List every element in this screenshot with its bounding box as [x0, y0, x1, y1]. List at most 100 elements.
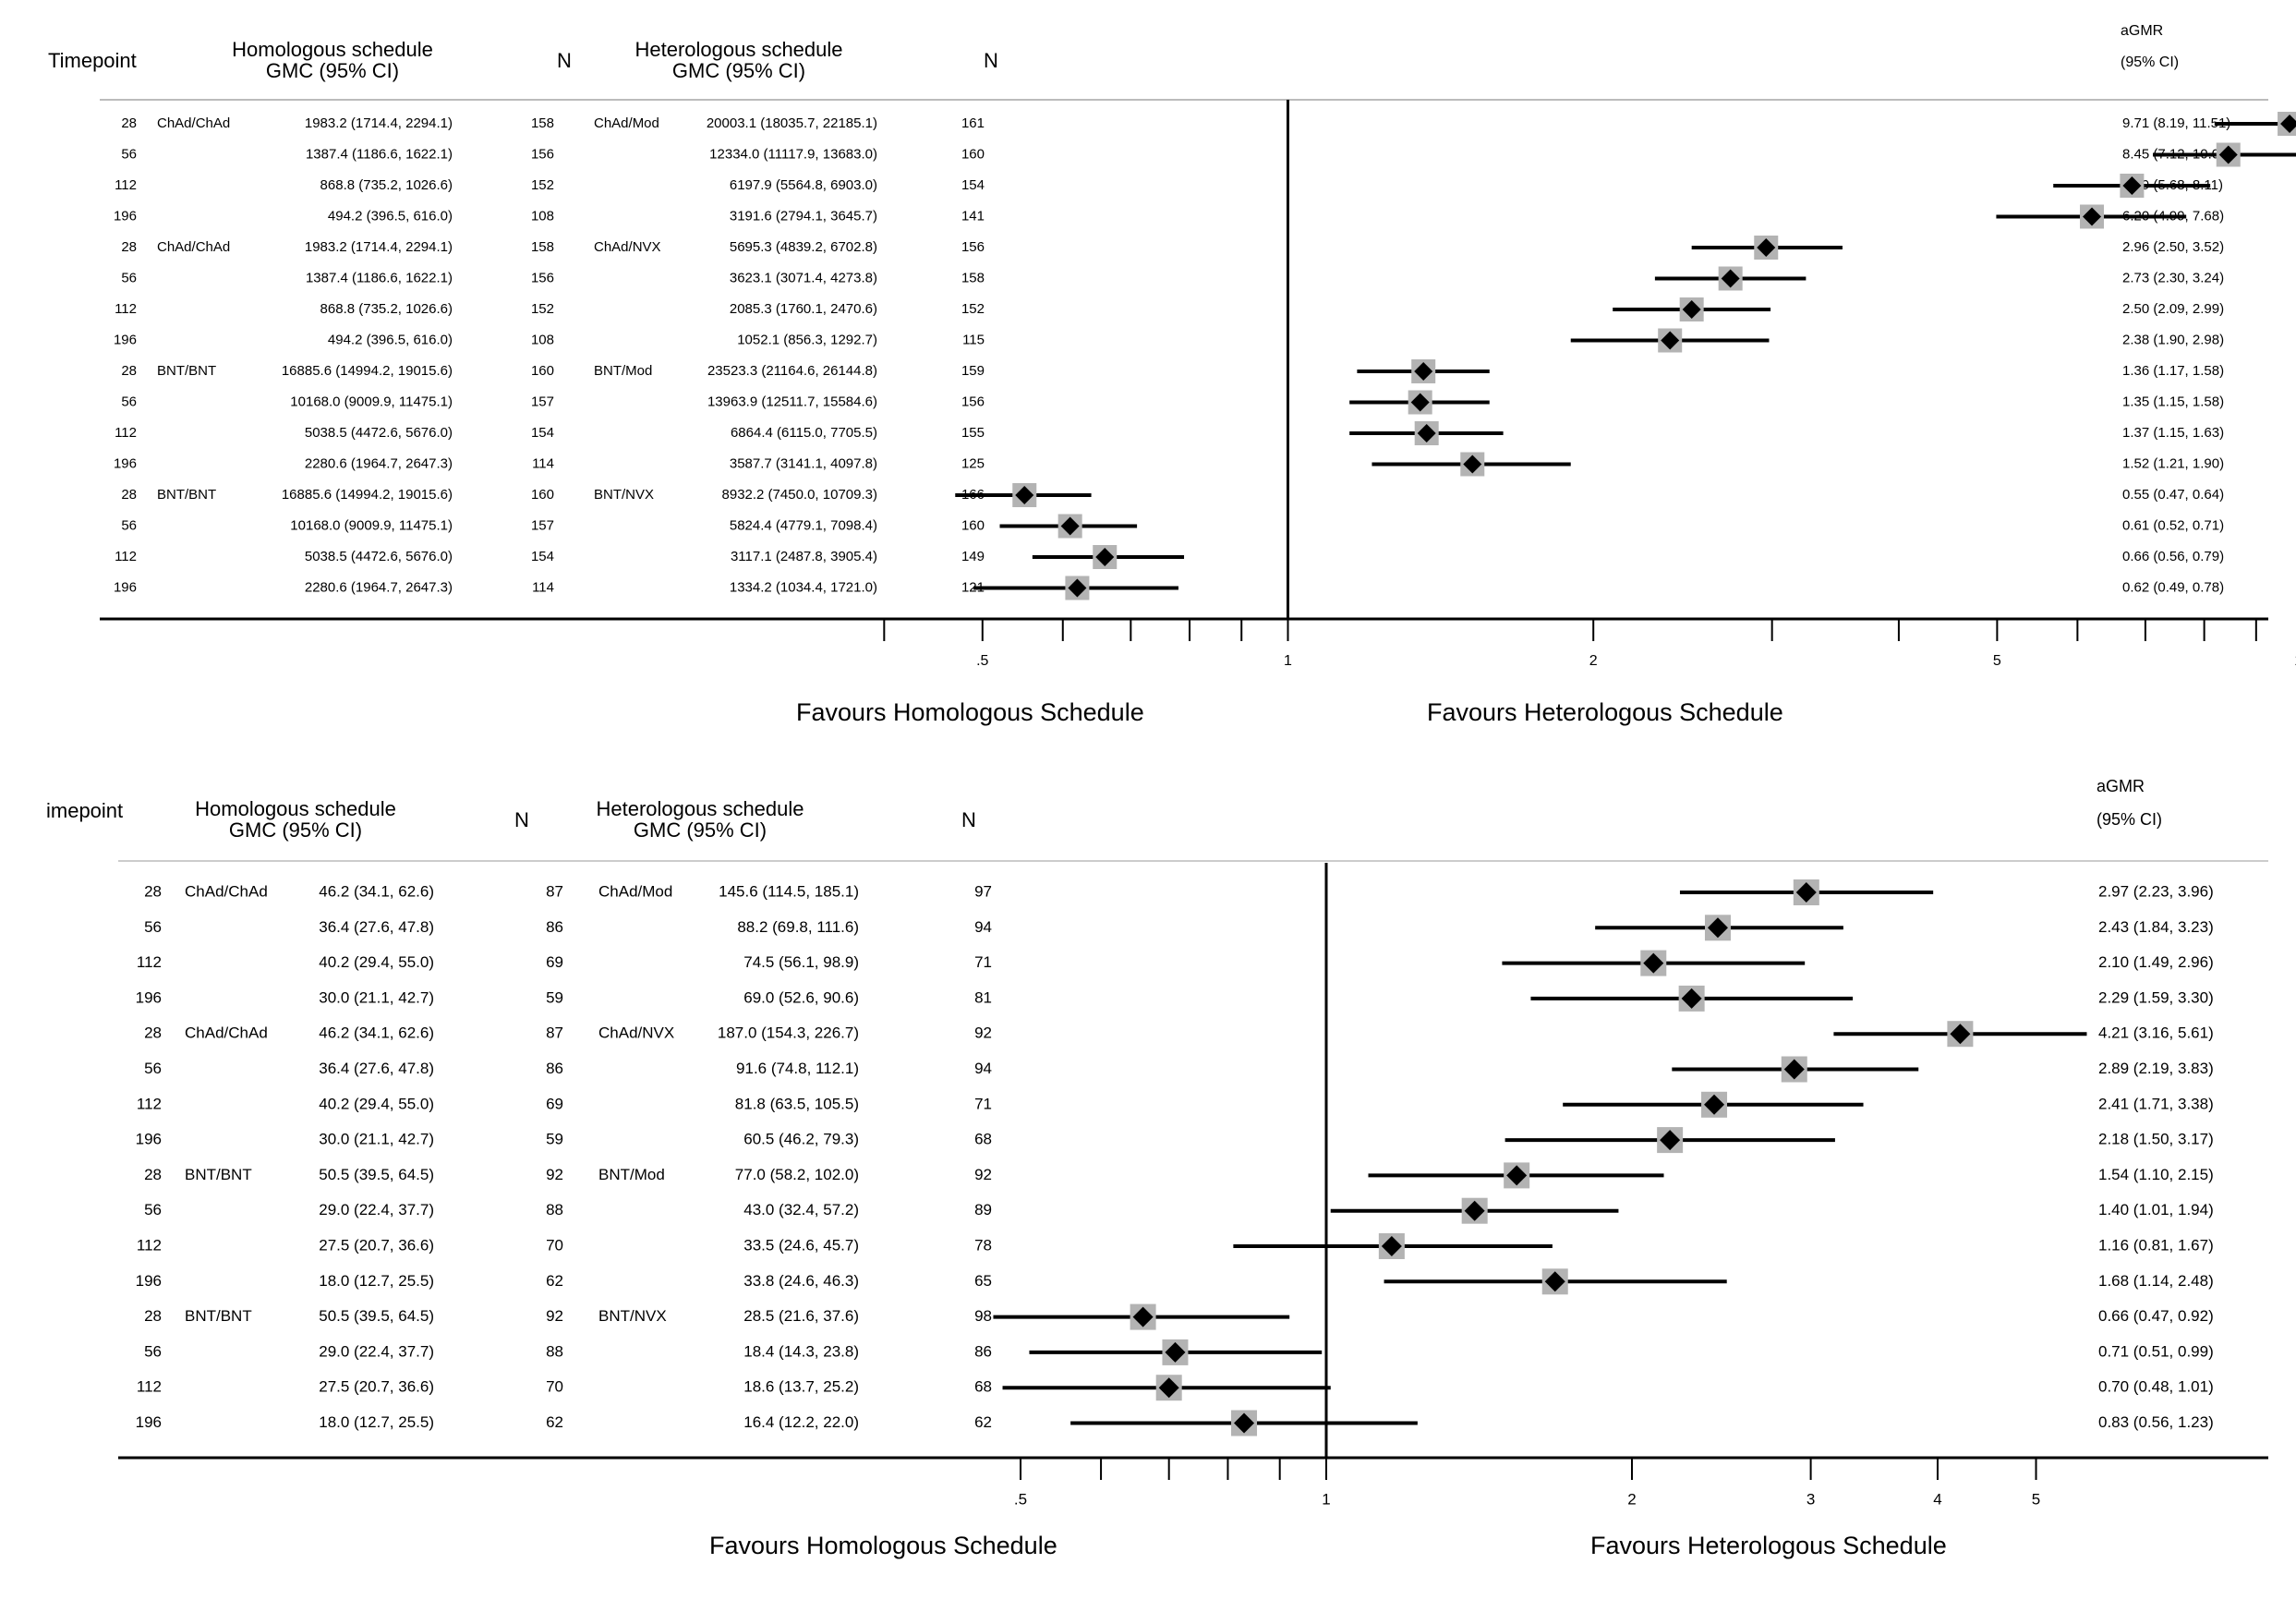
- x-tick-label: 5: [1993, 653, 2001, 669]
- row-heterologous-gmc: 3587.7 (3141.1, 4097.8): [730, 455, 877, 471]
- favours-homologous-label: Favours Homologous Schedule: [796, 698, 1144, 726]
- point-estimate-diamond: [2280, 115, 2296, 133]
- row-heterologous-gmc: 3191.6 (2794.1, 3645.7): [730, 208, 877, 224]
- row-homologous-n: 154: [531, 425, 554, 441]
- row-heterologous-n: 92: [974, 1024, 992, 1042]
- row-timepoint: 196: [114, 332, 137, 347]
- row-homologous-gmc: 5038.5 (4472.6, 5676.0): [305, 425, 453, 441]
- row-heterologous-group: ChAd/NVX: [594, 239, 661, 255]
- header-n-homologous: N: [557, 49, 572, 72]
- row-agmr-text: 0.83 (0.56, 1.23): [2098, 1413, 2214, 1431]
- row-heterologous-gmc: 6197.9 (5564.8, 6903.0): [730, 177, 877, 193]
- row-homologous-gmc: 494.2 (396.5, 616.0): [328, 208, 453, 224]
- row-timepoint: 112: [137, 1378, 162, 1396]
- row-agmr-text: 4.21 (3.16, 5.61): [2098, 1024, 2214, 1042]
- row-heterologous-n: 94: [974, 1060, 992, 1077]
- row-homologous-n: 108: [531, 208, 554, 224]
- point-estimate-diamond: [1506, 1165, 1528, 1186]
- x-tick-label: .5: [976, 653, 988, 669]
- row-heterologous-gmc: 2085.3 (1760.1, 2470.6): [730, 301, 877, 317]
- row-homologous-n: 157: [531, 394, 554, 409]
- row-agmr-text: 1.37 (1.15, 1.63): [2122, 425, 2224, 441]
- row-homologous-n: 160: [531, 487, 554, 503]
- row-homologous-n: 158: [531, 239, 554, 255]
- row-timepoint: 56: [144, 1060, 162, 1077]
- row-agmr-text: 2.89 (2.19, 3.83): [2098, 1060, 2214, 1077]
- row-agmr-text: 2.18 (1.50, 3.17): [2098, 1131, 2214, 1148]
- row-timepoint: 28: [144, 882, 162, 900]
- row-homologous-n: 108: [531, 332, 554, 347]
- x-tick-label: 5: [2032, 1490, 2040, 1508]
- row-homologous-gmc: 50.5 (39.5, 64.5): [319, 1307, 434, 1325]
- row-homologous-gmc: 30.0 (21.1, 42.7): [319, 1131, 434, 1148]
- row-heterologous-gmc: 8932.2 (7450.0, 10709.3): [722, 487, 877, 503]
- row-timepoint: 112: [115, 549, 137, 564]
- header-timepoint: Timepoint: [48, 49, 137, 72]
- row-agmr-text: 0.66 (0.56, 0.79): [2122, 549, 2224, 564]
- x-tick-label: 2: [1589, 653, 1598, 669]
- point-estimate-diamond: [1410, 393, 1430, 412]
- row-homologous-gmc: 16885.6 (14994.2, 19015.6): [282, 363, 453, 379]
- row-homologous-group: BNT/BNT: [185, 1307, 252, 1325]
- point-estimate-diamond: [1783, 1059, 1805, 1080]
- row-heterologous-gmc: 3623.1 (3071.4, 4273.8): [730, 270, 877, 285]
- row-agmr-text: 2.50 (2.09, 2.99): [2122, 301, 2224, 317]
- header-homologous: Homologous schedule GMC (95% CI): [195, 797, 396, 842]
- row-timepoint: 112: [115, 301, 137, 317]
- row-agmr-text: 0.71 (0.51, 0.99): [2098, 1342, 2214, 1360]
- row-timepoint: 56: [121, 517, 137, 533]
- point-estimate-diamond: [1158, 1377, 1179, 1399]
- row-heterologous-gmc: 16.4 (12.2, 22.0): [743, 1413, 859, 1431]
- row-timepoint: 56: [121, 146, 137, 162]
- row-heterologous-gmc: 13963.9 (12511.7, 15584.6): [707, 394, 877, 409]
- row-heterologous-n: 78: [974, 1236, 992, 1254]
- row-heterologous-group: ChAd/NVX: [598, 1024, 674, 1042]
- row-homologous-gmc: 40.2 (29.4, 55.0): [319, 1095, 434, 1112]
- point-estimate-diamond: [1234, 1412, 1255, 1434]
- point-estimate-diamond: [1068, 578, 1087, 598]
- row-timepoint: 196: [136, 1413, 162, 1431]
- row-homologous-n: 88: [546, 1201, 563, 1218]
- row-heterologous-group: BNT/NVX: [598, 1307, 667, 1325]
- row-homologous-n: 154: [531, 549, 554, 564]
- header-agmr: aGMR: [2121, 23, 2164, 39]
- row-heterologous-n: 62: [974, 1413, 992, 1431]
- row-heterologous-gmc: 43.0 (32.4, 57.2): [743, 1201, 859, 1218]
- point-estimate-diamond: [1661, 331, 1680, 350]
- row-homologous-n: 114: [532, 579, 554, 595]
- row-heterologous-gmc: 20003.1 (18035.7, 22185.1): [707, 115, 877, 131]
- row-homologous-group: ChAd/ChAd: [157, 115, 230, 131]
- point-estimate-diamond: [1681, 988, 1702, 1009]
- point-estimate-diamond: [2122, 176, 2142, 195]
- row-timepoint: 56: [121, 394, 137, 409]
- row-heterologous-n: 155: [961, 425, 985, 441]
- row-timepoint: 28: [121, 115, 137, 131]
- forest-panel-bottom: imepoint Homologous schedule GMC (95% CI…: [0, 758, 2296, 1600]
- row-homologous-gmc: 10168.0 (9009.9, 11475.1): [290, 394, 453, 409]
- point-estimate-diamond: [1707, 917, 1728, 939]
- row-timepoint: 196: [114, 208, 137, 224]
- row-timepoint: 28: [121, 487, 137, 503]
- row-heterologous-n: 149: [961, 549, 985, 564]
- row-heterologous-n: 71: [974, 953, 992, 971]
- row-homologous-group: ChAd/ChAd: [185, 1024, 268, 1042]
- row-timepoint: 56: [144, 918, 162, 936]
- row-heterologous-gmc: 6864.4 (6115.0, 7705.5): [731, 425, 877, 441]
- header-n-heterologous: N: [984, 49, 998, 72]
- row-timepoint: 28: [121, 363, 137, 379]
- header-n-homologous: N: [514, 808, 529, 831]
- row-timepoint: 196: [114, 455, 137, 471]
- row-homologous-n: 70: [546, 1378, 563, 1396]
- row-heterologous-gmc: 81.8 (63.5, 105.5): [735, 1095, 859, 1112]
- row-timepoint: 196: [136, 1131, 162, 1148]
- x-tick-label: 1: [1322, 1490, 1330, 1508]
- row-homologous-n: 114: [532, 455, 554, 471]
- row-heterologous-group: BNT/Mod: [598, 1166, 665, 1183]
- row-homologous-gmc: 36.4 (27.6, 47.8): [319, 918, 434, 936]
- row-homologous-gmc: 18.0 (12.7, 25.5): [319, 1413, 434, 1431]
- row-heterologous-gmc: 33.8 (24.6, 46.3): [743, 1272, 859, 1290]
- row-homologous-gmc: 1387.4 (1186.6, 1622.1): [306, 146, 453, 162]
- row-heterologous-n: 94: [974, 918, 992, 936]
- row-heterologous-n: 141: [961, 208, 985, 224]
- row-homologous-gmc: 868.8 (735.2, 1026.6): [320, 301, 453, 317]
